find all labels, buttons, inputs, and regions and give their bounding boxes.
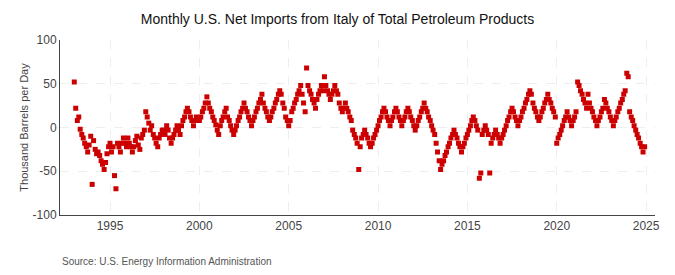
svg-text:0: 0	[50, 121, 57, 135]
svg-text:2015: 2015	[454, 219, 481, 233]
svg-text:Thousand Barrels per Day: Thousand Barrels per Day	[18, 63, 30, 192]
svg-text:2000: 2000	[186, 219, 213, 233]
svg-text:Monthly U.S. Net Imports from: Monthly U.S. Net Imports from Italy of T…	[141, 11, 534, 27]
svg-text:50: 50	[43, 77, 57, 91]
svg-text:-100: -100	[33, 208, 57, 222]
svg-text:1995: 1995	[97, 219, 124, 233]
svg-text:2025: 2025	[633, 219, 660, 233]
svg-text:Source: U.S. Energy Informatio: Source: U.S. Energy Information Administ…	[62, 256, 272, 267]
svg-text:2010: 2010	[365, 219, 392, 233]
svg-text:2020: 2020	[543, 219, 570, 233]
svg-text:2005: 2005	[275, 219, 302, 233]
svg-text:100: 100	[37, 33, 57, 47]
svg-text:-50: -50	[39, 164, 57, 178]
